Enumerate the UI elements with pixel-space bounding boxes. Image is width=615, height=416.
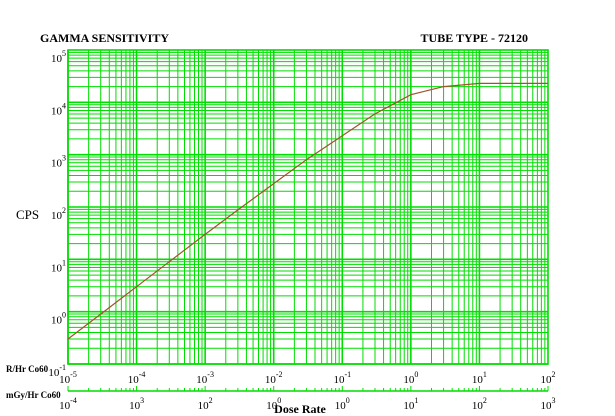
sensitivity-curve (67, 82, 548, 340)
x-tick-label: 10-3 (196, 370, 214, 386)
x-tick-label: 102 (472, 396, 487, 412)
x-tick-label: 100 (403, 370, 418, 386)
x-axis-unit-label: mGy/Hr Co60 (6, 390, 61, 400)
y-tick-label: 10-1 (48, 363, 66, 379)
x-tick-label: 102 (198, 396, 213, 412)
y-axis-label: CPS (16, 207, 39, 222)
x-tick-label: 100 (266, 396, 281, 412)
x-tick-label: 103 (129, 396, 144, 412)
x-axis-unit-label: R/Hr Co60 (6, 364, 49, 374)
x-tick-label: 10-5 (59, 370, 77, 386)
chart-subtitle: TUBE TYPE - 72120 (421, 31, 528, 45)
y-tick-label: 102 (51, 206, 66, 222)
x-tick-label: 10-4 (59, 396, 77, 412)
x-tick-label: 103 (541, 396, 556, 412)
y-tick-label: 104 (51, 101, 66, 117)
series-layer (67, 82, 548, 340)
y-tick-label: 100 (51, 311, 66, 327)
x-tick-label: 101 (472, 370, 487, 386)
y-tick-label: 105 (51, 49, 66, 65)
x-tick-label: 102 (541, 370, 556, 386)
y-tick-label: 103 (51, 154, 66, 170)
chart-title: GAMMA SENSITIVITY (40, 31, 169, 45)
x-axis-label: Dose Rate (274, 402, 326, 416)
y-tick-label: 101 (51, 258, 66, 274)
plot-border (67, 49, 549, 365)
x-tick-label: 101 (403, 396, 418, 412)
x-tick-label: 10-2 (265, 370, 283, 386)
x-tick-label: 100 (335, 396, 350, 412)
x-tick-label: 10-4 (128, 370, 146, 386)
grid (67, 49, 549, 365)
x-tick-label: 10-1 (333, 370, 351, 386)
